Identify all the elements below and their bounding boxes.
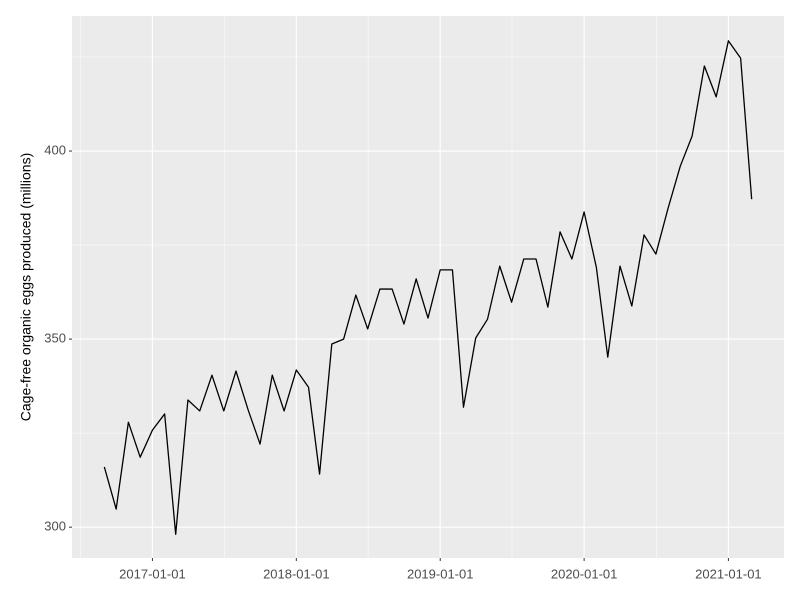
y-tick-label: 350: [44, 331, 66, 346]
x-tick-label: 2020-01-01: [551, 566, 618, 581]
x-tick-label: 2019-01-01: [407, 566, 474, 581]
x-tick-label: 2018-01-01: [263, 566, 330, 581]
y-axis-title: Cage-free organic eggs produced (million…: [18, 153, 34, 421]
plot-panel: [72, 16, 784, 558]
x-tick-label: 2021-01-01: [695, 566, 762, 581]
x-tick-label: 2017-01-01: [119, 566, 186, 581]
y-tick-label: 400: [44, 142, 66, 157]
y-tick-label: 300: [44, 519, 66, 534]
data-line: [103, 40, 753, 535]
